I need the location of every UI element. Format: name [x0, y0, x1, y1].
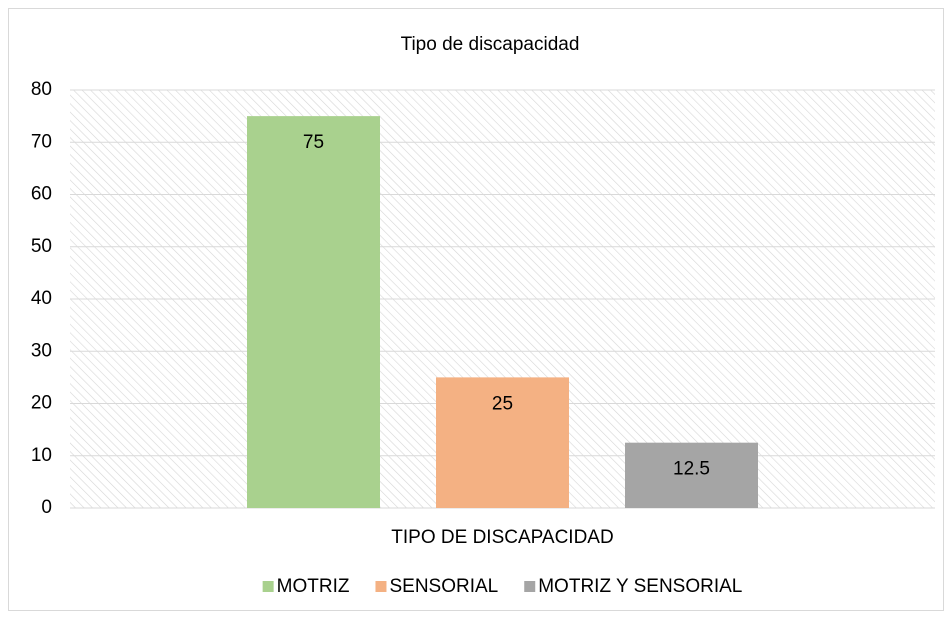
y-tick-label: 60 [31, 184, 52, 205]
data-label: 25 [492, 393, 513, 414]
legend-label: SENSORIAL [389, 576, 498, 597]
y-tick-label: 40 [31, 288, 52, 309]
legend-swatch [524, 581, 536, 592]
y-tick-label: 70 [31, 131, 52, 152]
y-tick-label: 50 [31, 236, 52, 257]
legend-swatch [375, 581, 387, 592]
y-tick-label: 0 [41, 497, 52, 518]
legend-label: MOTRIZ Y SENSORIAL [538, 576, 742, 597]
data-label: 12.5 [673, 459, 710, 480]
bar [625, 442, 758, 508]
data-label: 75 [303, 132, 324, 153]
y-tick-label: 10 [31, 445, 52, 466]
y-tick-label: 30 [31, 340, 52, 361]
chart-title: Tipo de discapacidad [401, 34, 580, 55]
legend-swatch [262, 581, 274, 592]
legend-label: MOTRIZ [277, 576, 350, 597]
bar [247, 116, 380, 508]
bar [436, 377, 569, 508]
x-tick-label: TIPO DE DISCAPACIDAD [391, 527, 613, 548]
y-tick-label: 20 [31, 393, 52, 414]
y-tick-label: 80 [31, 79, 52, 100]
